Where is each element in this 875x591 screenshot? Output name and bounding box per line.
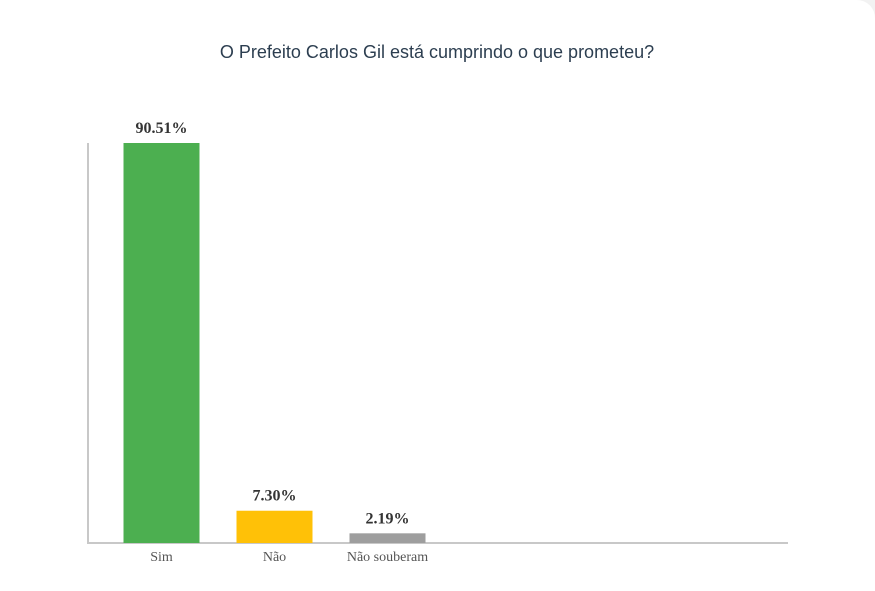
value-label: 7.30%	[253, 488, 297, 505]
x-tick-label: Não souberam	[347, 550, 428, 565]
value-label: 2.19%	[366, 510, 410, 527]
value-label: 90.51%	[136, 120, 188, 137]
bar	[349, 533, 426, 543]
bar	[123, 143, 200, 543]
x-tick-label: Não	[263, 550, 286, 565]
x-tick-label: Sim	[150, 550, 173, 565]
chart-title: O Prefeito Carlos Gil está cumprindo o q…	[220, 42, 654, 62]
bar	[236, 510, 313, 543]
